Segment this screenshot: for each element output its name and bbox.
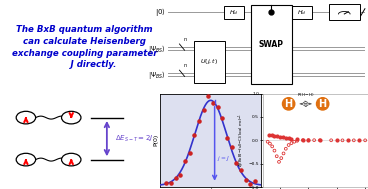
Point — [163, 181, 169, 184]
Point — [289, 137, 294, 140]
Point — [177, 174, 183, 177]
FancyBboxPatch shape — [251, 5, 292, 84]
Point — [187, 152, 193, 155]
Circle shape — [61, 153, 81, 166]
Text: $|\Psi_{BS}\rangle$: $|\Psi_{BS}\rangle$ — [148, 43, 166, 55]
Text: $H_d$: $H_d$ — [297, 8, 307, 17]
Point — [280, 152, 286, 155]
Text: H: H — [319, 99, 327, 109]
FancyBboxPatch shape — [224, 6, 244, 19]
Text: n: n — [183, 37, 186, 42]
Point — [280, 136, 286, 139]
Point — [286, 137, 291, 140]
Point — [294, 138, 300, 141]
Point — [215, 106, 220, 109]
Text: n: n — [183, 63, 186, 68]
Point — [274, 155, 280, 158]
Point — [182, 160, 188, 163]
Point — [252, 180, 258, 183]
Point — [351, 139, 357, 142]
Point — [294, 139, 300, 142]
Point — [238, 168, 244, 171]
Circle shape — [16, 111, 36, 124]
Text: R(H$-$H): R(H$-$H) — [297, 91, 314, 98]
Point — [168, 182, 174, 185]
Point — [283, 147, 289, 150]
Circle shape — [61, 111, 81, 124]
Point — [265, 140, 270, 143]
Point — [340, 139, 346, 142]
Point — [305, 139, 311, 142]
Text: H: H — [284, 99, 293, 109]
Point — [229, 146, 234, 149]
Y-axis label: $\Delta J$(BxB)$-$full$-$CI/kcal mol$^{-1}$: $\Delta J$(BxB)$-$full$-$CI/kcal mol$^{-… — [237, 113, 247, 167]
Text: SWAP: SWAP — [259, 40, 284, 49]
Point — [277, 135, 283, 138]
Point — [317, 139, 323, 142]
Circle shape — [16, 153, 36, 166]
Point — [267, 142, 273, 145]
Point — [286, 143, 291, 146]
FancyBboxPatch shape — [329, 4, 360, 20]
Point — [219, 117, 225, 120]
Point — [201, 108, 207, 112]
Point — [289, 142, 294, 145]
Text: $U(j,t)$: $U(j,t)$ — [200, 57, 219, 66]
Point — [334, 139, 340, 142]
FancyBboxPatch shape — [194, 41, 225, 83]
Y-axis label: P(0): P(0) — [154, 134, 159, 146]
Point — [317, 139, 323, 142]
Text: $H_d$: $H_d$ — [229, 8, 239, 17]
Point — [278, 157, 284, 160]
Text: $U(j,t) = \exp\{-i(H + j\mathbf{S}^2)t\}$: $U(j,t) = \exp\{-i(H + j\mathbf{S}^2)t\}… — [224, 93, 306, 103]
Text: $j = J$: $j = J$ — [217, 154, 230, 163]
Point — [269, 145, 275, 148]
X-axis label: j: j — [210, 188, 212, 189]
Point — [191, 134, 197, 137]
FancyBboxPatch shape — [292, 6, 312, 19]
Point — [362, 139, 368, 142]
Point — [283, 136, 289, 139]
Text: $|0\rangle$: $|0\rangle$ — [155, 6, 166, 18]
Text: $|\Psi_{BS}\rangle$: $|\Psi_{BS}\rangle$ — [148, 69, 166, 81]
Point — [305, 138, 311, 141]
Point — [243, 178, 248, 181]
Point — [269, 134, 275, 137]
Point — [291, 140, 297, 143]
Point — [247, 182, 253, 185]
Point — [300, 139, 306, 142]
Point — [224, 136, 230, 139]
Point — [345, 139, 351, 142]
Point — [300, 138, 306, 141]
Point — [311, 139, 317, 142]
Point — [276, 160, 282, 163]
Point — [357, 139, 362, 142]
Point — [173, 176, 179, 179]
Text: $\Delta E_{S-T} = 2J$: $\Delta E_{S-T} = 2J$ — [115, 133, 153, 144]
Point — [196, 119, 202, 122]
Point — [272, 134, 277, 137]
Point — [272, 149, 277, 152]
Point — [275, 135, 280, 138]
Point — [233, 161, 239, 164]
Text: The BxB quantum algorithm
can calculate Heisenberg
exchange coupling parameter
 : The BxB quantum algorithm can calculate … — [12, 25, 158, 69]
Point — [205, 95, 211, 98]
Point — [266, 133, 272, 136]
Point — [210, 101, 216, 104]
Point — [328, 139, 334, 142]
